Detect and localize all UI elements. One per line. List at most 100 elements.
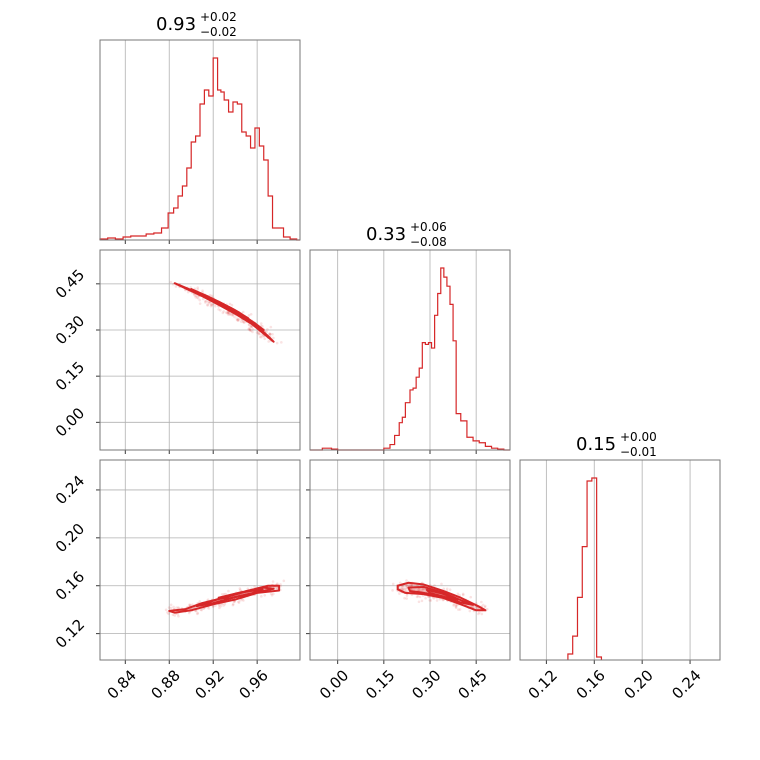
scatter-point	[241, 598, 244, 601]
scatter-point	[271, 332, 274, 336]
scatter-point	[237, 317, 240, 321]
scatter-point	[194, 295, 197, 299]
title-median: 0.93	[156, 14, 196, 35]
scatter-point	[196, 286, 199, 290]
scatter-point	[268, 332, 271, 336]
scatter-point	[242, 599, 245, 602]
axes-frame	[519, 459, 721, 661]
scatter-point	[427, 595, 431, 599]
density-contour	[425, 588, 459, 601]
scatter-cloud	[169, 280, 283, 345]
scatter-point	[206, 598, 210, 601]
axes-frame	[309, 459, 511, 661]
scatter-point	[265, 330, 268, 334]
scatter-panel-1	[96, 249, 301, 454]
scatter-point	[196, 611, 200, 615]
scatter-point	[241, 310, 245, 314]
scatter-point	[401, 588, 405, 591]
scatter-point	[282, 579, 286, 583]
scatter-point	[461, 592, 465, 596]
scatter-point	[438, 597, 442, 601]
scatter-point	[428, 599, 431, 602]
scatter-point	[249, 329, 253, 333]
scatter-point	[270, 593, 274, 597]
scatter-point	[258, 332, 261, 336]
scatter-point	[218, 606, 221, 610]
scatter-point	[255, 331, 259, 334]
scatter-point	[454, 606, 458, 610]
scatter-point	[208, 293, 212, 297]
scatter-point	[267, 340, 270, 343]
scatter-point	[279, 583, 282, 586]
scatter-point	[198, 302, 202, 305]
y-tick-label: 0.30	[52, 312, 88, 348]
scatter-point	[211, 605, 215, 609]
scatter-point	[458, 608, 462, 611]
x-tick-label: 0.24	[668, 666, 704, 702]
scatter-point	[205, 299, 208, 303]
scatter-point	[405, 594, 409, 597]
title-plus-error: +0.00	[620, 430, 657, 444]
scatter-point	[272, 592, 275, 596]
scatter-point	[480, 600, 483, 604]
x-tick-label: 0.84	[104, 666, 140, 702]
scatter-point	[232, 602, 235, 606]
scatter-point	[251, 327, 255, 331]
y-tick-label: 0.20	[52, 520, 88, 556]
scatter-point	[410, 584, 414, 587]
scatter-point	[172, 605, 175, 609]
scatter-point	[468, 609, 472, 613]
scatter-point	[177, 614, 180, 618]
parameter-title: 0.33 +0.06−0.08	[366, 220, 447, 249]
scatter-point	[198, 298, 202, 302]
scatter-point	[420, 599, 424, 603]
y-tick-label: 0.16	[52, 568, 88, 604]
scatter-point	[263, 594, 267, 597]
scatter-point	[275, 586, 278, 590]
scatter-point	[276, 582, 279, 586]
scatter-point	[210, 303, 214, 307]
scatter-point	[469, 595, 473, 599]
scatter-point	[407, 583, 411, 587]
scatter-point	[217, 604, 221, 607]
density-contour	[217, 301, 241, 314]
scatter-point	[262, 334, 266, 338]
scatter-point	[448, 588, 452, 591]
scatter-point	[174, 285, 178, 288]
axes-frame	[99, 459, 301, 661]
scatter-point	[456, 592, 460, 596]
scatter-point	[260, 595, 263, 598]
scatter-point	[189, 286, 192, 289]
scatter-point	[177, 606, 180, 609]
scatter-point	[266, 328, 269, 331]
axes-frame	[99, 249, 301, 451]
scatter-point	[441, 598, 445, 602]
histogram-panel-2: 0.33 +0.06−0.08	[309, 220, 511, 454]
x-tick-label: 0.15	[362, 666, 398, 702]
scatter-point	[240, 320, 243, 323]
scatter-point	[197, 296, 200, 300]
scatter-point	[247, 323, 251, 327]
scatter-point	[175, 606, 178, 609]
scatter-point	[248, 327, 251, 330]
scatter-point	[400, 587, 404, 591]
scatter-point	[187, 611, 191, 615]
scatter-point	[167, 612, 170, 616]
scatter-point	[247, 327, 250, 331]
scatter-point	[230, 303, 234, 307]
scatter-point	[227, 589, 230, 593]
scatter-point	[418, 588, 421, 592]
histogram-panel-1: 0.93 +0.02−0.02	[99, 10, 301, 244]
scatter-point	[269, 592, 273, 596]
x-tick-label: 0.96	[235, 666, 271, 702]
scatter-point	[275, 341, 279, 345]
scatter-point	[201, 289, 204, 292]
scatter-point	[207, 607, 211, 610]
scatter-point	[237, 601, 241, 604]
scatter-point	[207, 300, 210, 304]
title-minus-error: −0.02	[200, 25, 237, 39]
title-median: 0.33	[366, 224, 406, 245]
scatter-point	[483, 604, 487, 608]
scatter-point	[403, 596, 406, 600]
scatter-point	[251, 330, 254, 334]
